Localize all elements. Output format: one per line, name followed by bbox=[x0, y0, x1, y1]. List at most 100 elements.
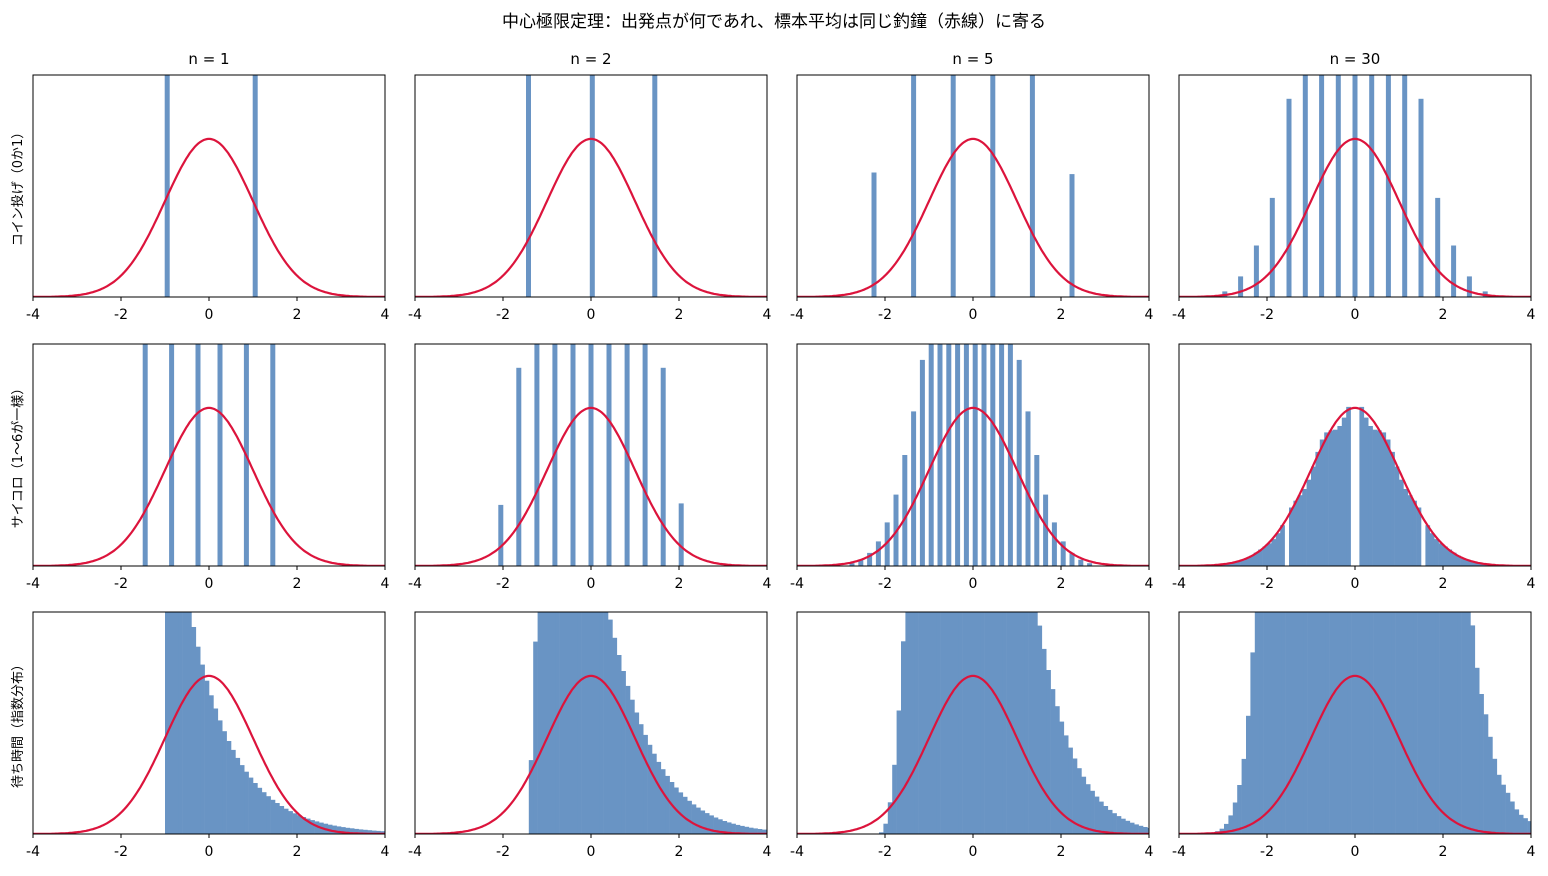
x-tick-label: -2 bbox=[496, 307, 510, 323]
bar bbox=[958, 612, 963, 834]
column-title-n30: n = 30 bbox=[1330, 50, 1381, 68]
bar bbox=[911, 411, 917, 566]
normal-curve bbox=[1179, 674, 1531, 834]
row-label-wait: 待ち時間（指数分布） bbox=[11, 658, 26, 788]
plot-area bbox=[1179, 75, 1531, 297]
bar bbox=[367, 830, 373, 834]
bar bbox=[867, 552, 873, 566]
x-tick-label: 4 bbox=[763, 576, 772, 592]
bar bbox=[1372, 429, 1378, 566]
bar bbox=[927, 612, 933, 834]
bar bbox=[753, 828, 758, 834]
bar bbox=[962, 612, 968, 834]
x-tick-label: 0 bbox=[205, 576, 214, 592]
bar bbox=[634, 712, 640, 834]
bar bbox=[1002, 612, 1007, 834]
bar bbox=[621, 671, 626, 834]
bar bbox=[1444, 612, 1449, 834]
bar bbox=[1280, 525, 1285, 566]
bar bbox=[1352, 75, 1358, 297]
bar bbox=[660, 367, 666, 566]
panels-layer: -4 -2 0 2 4 -4 -2 0 2 4 -4 -2 0 2 4 -4 -2 0 2 4 -4 -2 0 2 4 -4 -2 0… bbox=[26, 74, 1536, 860]
panel-r2-c0: -4 -2 0 2 4 bbox=[26, 611, 390, 860]
bar bbox=[200, 664, 205, 834]
bar bbox=[1412, 500, 1417, 566]
bar bbox=[187, 612, 192, 834]
bar bbox=[1121, 818, 1126, 834]
x-tick-label: 2 bbox=[675, 307, 684, 323]
bar bbox=[1090, 790, 1095, 834]
x-tick-label: -2 bbox=[878, 576, 892, 592]
x-tick-label: -2 bbox=[878, 844, 892, 860]
bar bbox=[748, 827, 754, 834]
bar bbox=[1272, 612, 1278, 834]
bar bbox=[1418, 98, 1424, 297]
bar bbox=[1382, 612, 1388, 834]
bar bbox=[1381, 432, 1387, 566]
bar bbox=[875, 541, 881, 566]
bar bbox=[1473, 562, 1479, 566]
bar bbox=[1103, 806, 1109, 834]
bar bbox=[1033, 612, 1038, 834]
x-tick-label: 0 bbox=[205, 844, 214, 860]
x-tick-label: -2 bbox=[114, 576, 128, 592]
bar bbox=[990, 344, 996, 566]
bar bbox=[949, 612, 955, 834]
plot-area bbox=[415, 344, 767, 566]
panel-r1-c3: -4 -2 0 2 4 bbox=[1172, 343, 1536, 592]
bar bbox=[270, 344, 276, 566]
bar bbox=[757, 829, 763, 834]
x-tick-label: 0 bbox=[587, 576, 596, 592]
bar bbox=[1081, 776, 1087, 834]
figure-title: 中心極限定理：出発点が何であれ、標本平均は同じ釣鐘（赤線）に寄る bbox=[502, 12, 1046, 32]
bar bbox=[1394, 466, 1400, 566]
bar bbox=[1337, 426, 1343, 566]
bar bbox=[1324, 432, 1329, 566]
x-tick-label: 4 bbox=[1527, 576, 1536, 592]
x-tick-label: 2 bbox=[1439, 307, 1448, 323]
bar bbox=[678, 503, 684, 566]
bar bbox=[376, 830, 381, 834]
x-tick-label: -4 bbox=[1172, 576, 1186, 592]
bar bbox=[616, 655, 622, 834]
bar bbox=[1435, 612, 1440, 834]
bar bbox=[1363, 417, 1369, 566]
bar bbox=[1452, 612, 1458, 834]
bar bbox=[972, 344, 978, 566]
bar bbox=[975, 612, 981, 834]
bar bbox=[1237, 785, 1242, 834]
bar bbox=[936, 612, 941, 834]
axes-frame bbox=[796, 74, 1150, 298]
bar bbox=[231, 749, 236, 834]
bar bbox=[911, 75, 917, 297]
panel-r1-c0: -4 -2 0 2 4 bbox=[26, 343, 390, 592]
normal-curve bbox=[33, 137, 385, 297]
bar bbox=[1240, 560, 1246, 566]
bar bbox=[1232, 802, 1238, 834]
normal-curve bbox=[415, 406, 767, 566]
x-tick-label: 4 bbox=[1145, 576, 1154, 592]
bar bbox=[871, 172, 877, 297]
bar bbox=[1060, 541, 1066, 566]
bar bbox=[700, 810, 706, 834]
bar bbox=[533, 641, 538, 834]
bar bbox=[1403, 489, 1409, 566]
bar bbox=[1290, 612, 1295, 834]
bar bbox=[380, 831, 385, 834]
bar bbox=[1250, 652, 1256, 834]
bar bbox=[195, 646, 201, 834]
bar bbox=[1478, 563, 1483, 566]
bar bbox=[1276, 612, 1282, 834]
bar bbox=[270, 799, 276, 834]
bar bbox=[310, 820, 315, 834]
bar bbox=[235, 757, 241, 834]
bar bbox=[990, 75, 996, 297]
panel-r0-c2: -4 -2 0 2 4 bbox=[790, 74, 1154, 323]
x-tick-label: 0 bbox=[969, 576, 978, 592]
bar bbox=[257, 787, 263, 834]
normal-curve bbox=[1179, 137, 1531, 297]
bar bbox=[363, 829, 368, 834]
bar bbox=[526, 75, 531, 297]
bar bbox=[1072, 758, 1078, 834]
